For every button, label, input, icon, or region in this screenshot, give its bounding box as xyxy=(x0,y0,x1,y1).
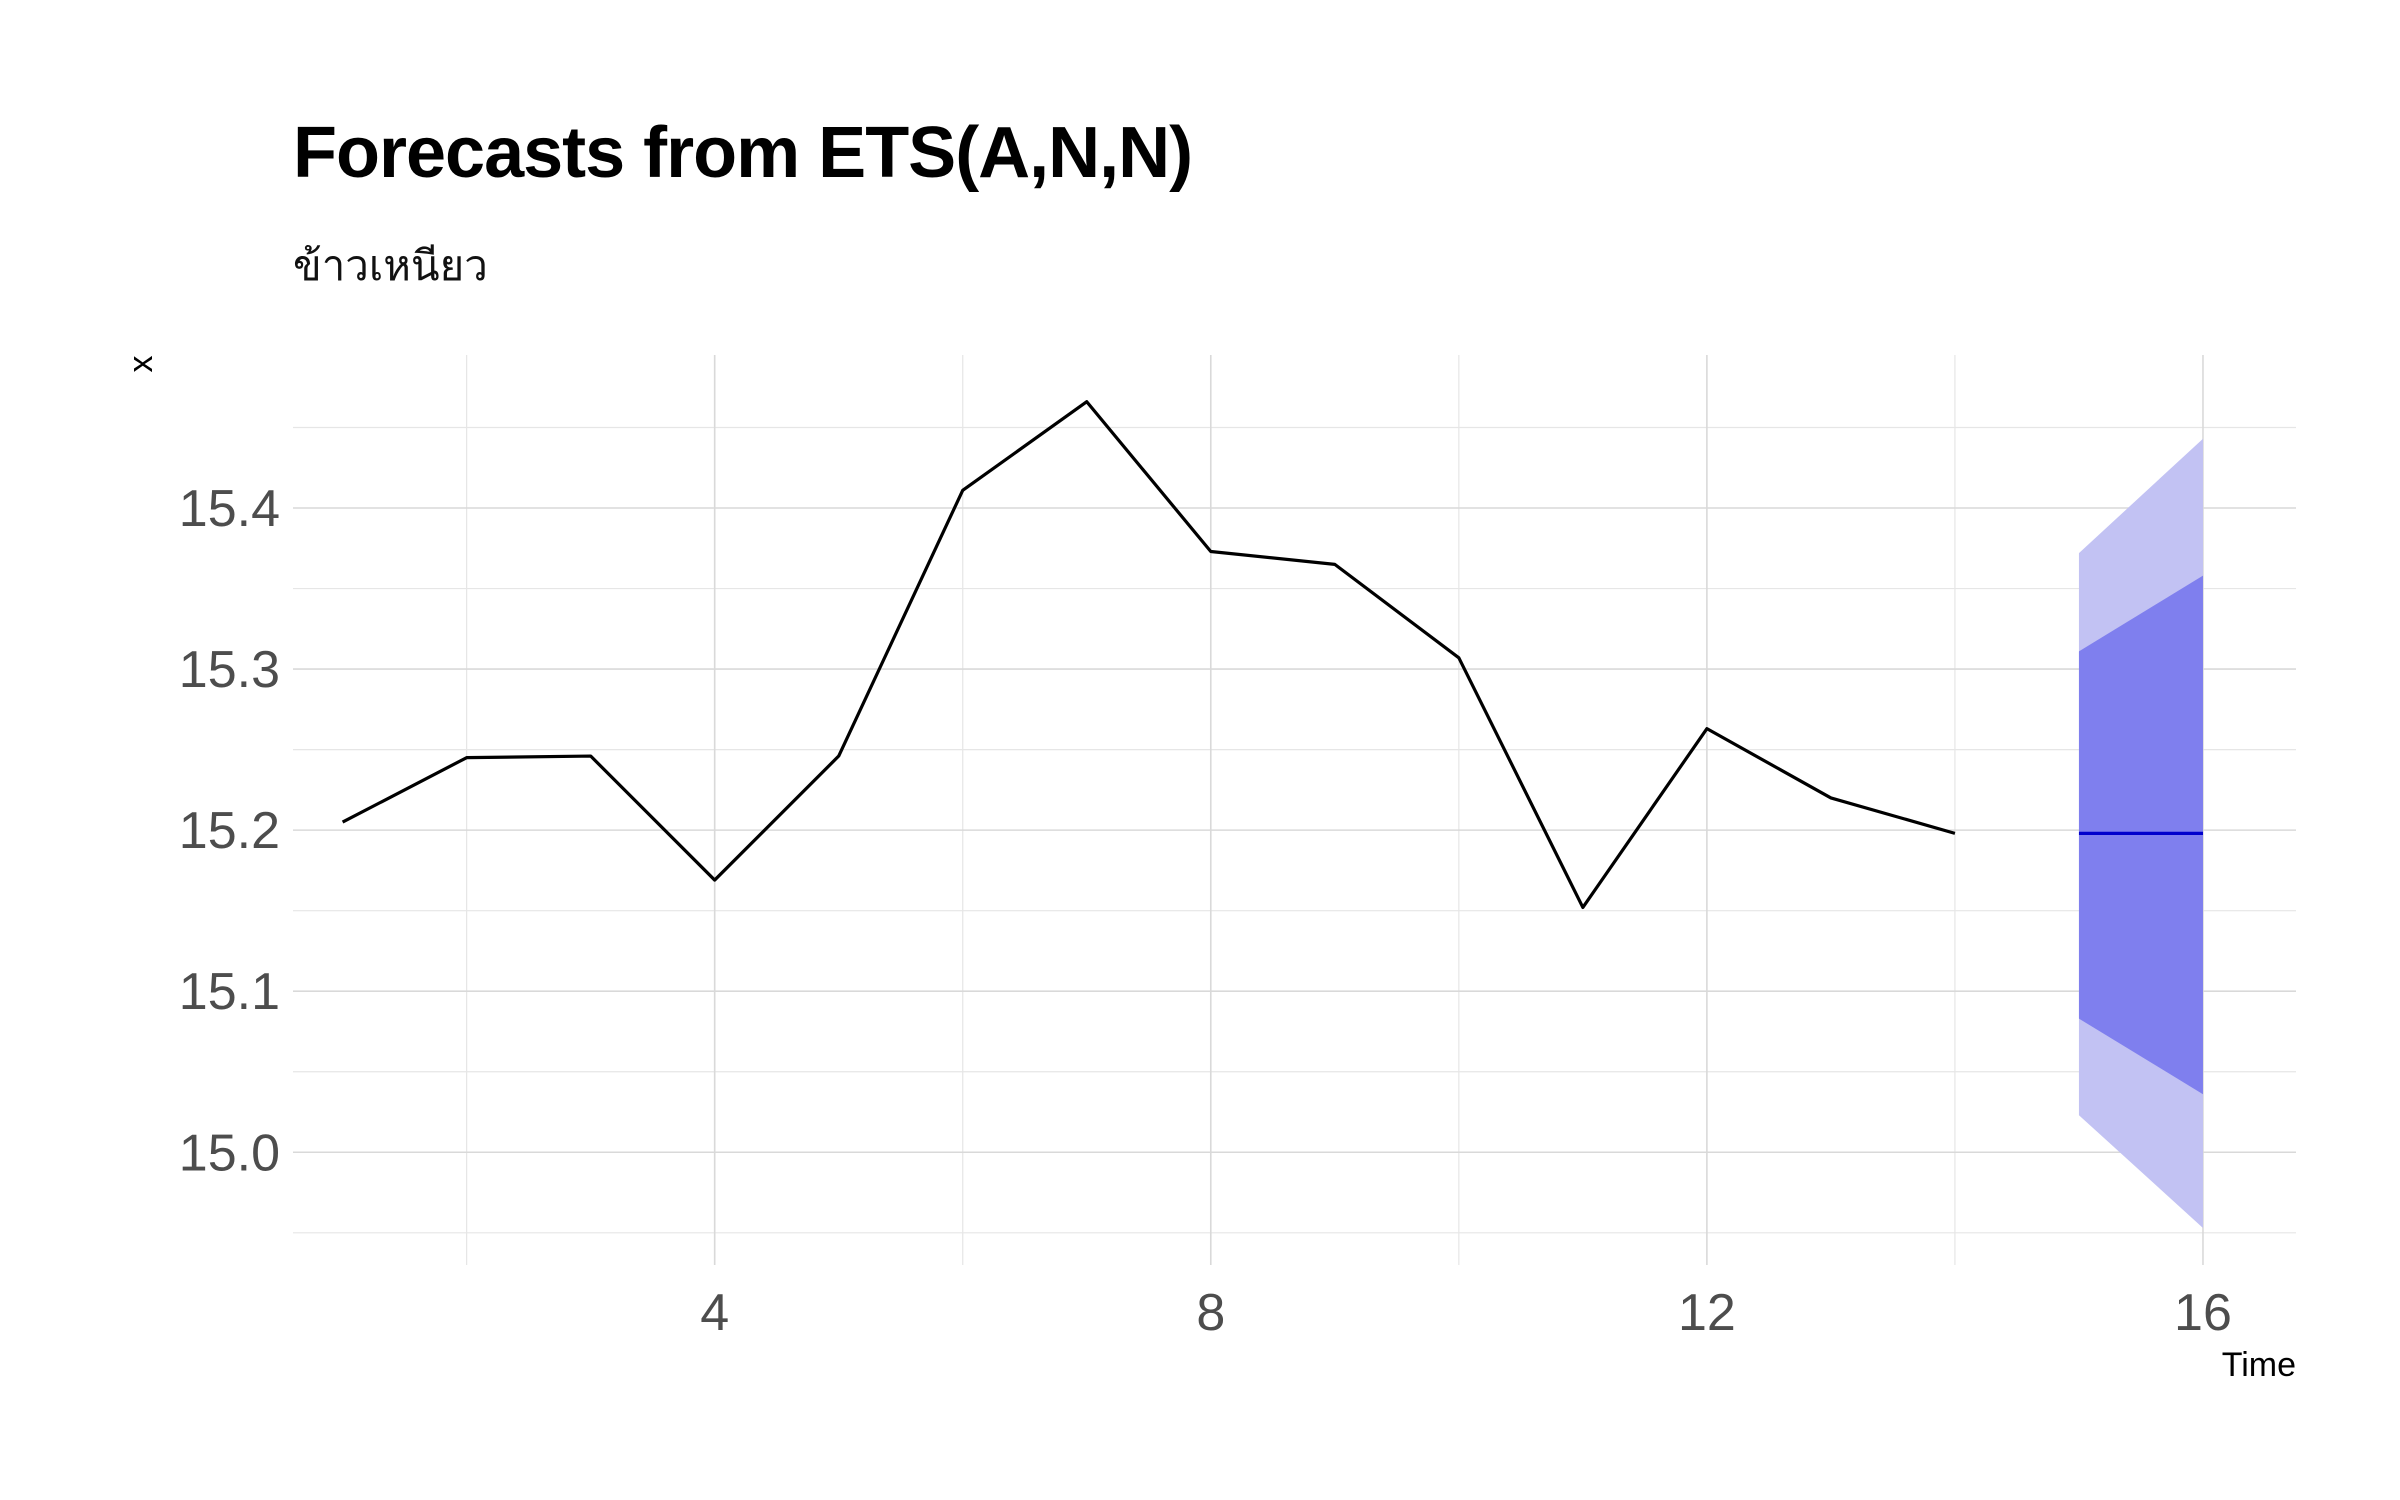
forecast-band-80 xyxy=(2078,575,2203,1095)
y-tick-label: 15.3 xyxy=(179,641,280,699)
grid xyxy=(293,355,2296,1265)
x-tick-label: 4 xyxy=(700,1284,729,1342)
x-axis-title: Time xyxy=(2222,1346,2296,1384)
y-tick-label: 15.4 xyxy=(179,480,280,538)
series-line xyxy=(341,400,1956,910)
chart-subtitle: ข้าวเหนียว xyxy=(293,241,488,290)
x-tick-label: 16 xyxy=(2174,1284,2232,1342)
tick-labels: 4 8 12 16 15.0 15.1 15.2 15.3 15.4 xyxy=(179,480,2232,1342)
y-tick-label: 15.1 xyxy=(179,963,280,1021)
y-axis-title: x xyxy=(122,356,160,373)
series-lines xyxy=(341,400,2203,910)
y-tick-label: 15.0 xyxy=(179,1124,280,1182)
y-tick-label: 15.2 xyxy=(179,802,280,860)
x-tick-label: 12 xyxy=(1678,1284,1736,1342)
x-tick-label: 8 xyxy=(1196,1284,1225,1342)
chart-title: Forecasts from ETS(A,N,N) xyxy=(293,113,1193,193)
